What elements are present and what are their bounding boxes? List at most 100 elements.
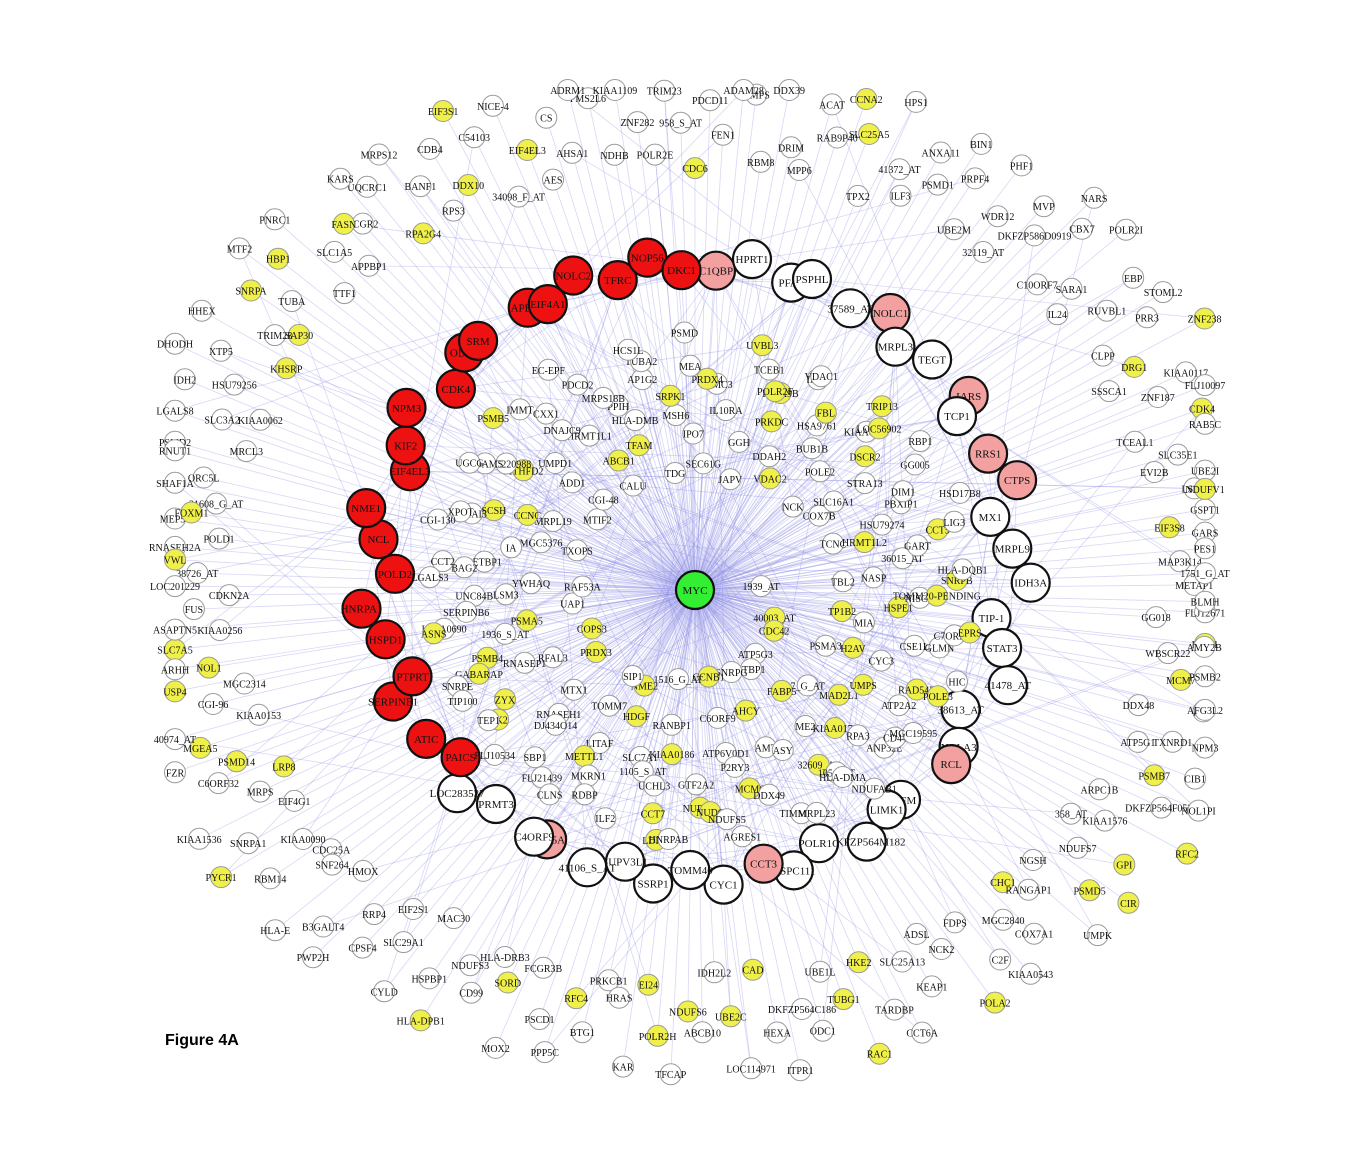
gene-node: DIM1 [891,480,915,503]
gene-node: NPM3 [1192,736,1218,759]
gene-node-label: GGH [728,438,750,449]
gene-node-label: CDK4 [442,384,471,396]
gene-node: RUVBL1 [1087,299,1126,322]
gene-node-circle [249,780,272,803]
gene-node-label: ANP32E [866,744,902,755]
gene-node-circle [903,634,926,657]
gene-node: MGC5376 [520,531,562,554]
network-edge [429,148,696,591]
gene-node: SAP30 [285,323,313,346]
gene-node-circle [830,288,871,329]
network-edge [591,270,717,629]
gene-node: FABP5 [767,679,796,702]
gene-node-label: ZYX [495,695,516,706]
gene-node: TUBA [278,290,306,313]
network-edge [694,456,770,591]
gene-node: CDC42 [759,619,789,642]
network-edge [694,589,750,789]
network-edge [473,137,696,591]
gene-node: IPO7 [682,422,705,445]
gene-node: FASN [331,212,356,235]
gene-node: EI24 [637,973,660,996]
gene-node: C2F [989,948,1012,971]
network-edge [694,589,1004,921]
gene-node: C10ORF7 [1017,273,1058,296]
network-edge [460,694,839,758]
gene-node-label: CS [540,114,552,125]
gene-node-label: COX7B [803,512,836,523]
network-edge [694,589,795,871]
gene-node-label: KHSRP [270,364,303,375]
gene-node-label: METAP1 [1175,581,1213,592]
gene-node-circle [664,462,686,484]
gene-node: C6ORF32 [198,772,239,795]
gene-node-circle [493,946,516,968]
gene-node-label: DDX10 [452,181,484,192]
gene-node-circle [1123,430,1146,453]
gene-node-circle [906,534,929,557]
network-edge [283,589,696,767]
gene-node-label: STOML2 [1144,288,1183,299]
gene-node-circle [1010,562,1051,603]
gene-node-label: TEGT [918,355,946,367]
gene-node-label: POLD1 [203,535,234,546]
gene-node-circle [810,365,833,388]
gene-node-circle [1060,277,1083,300]
gene-node-circle [831,600,853,623]
gene-node-label: TIMM17B [779,809,823,820]
gene-node: MGC2840 [982,908,1024,931]
gene-node-label: SERPINE1 [368,697,418,709]
gene-node-circle [449,500,472,523]
gene-node-circle [703,864,744,905]
network-edge [694,372,1186,591]
gene-node: RAC1 [867,1042,892,1065]
gene-node-label: PSPHL [795,274,828,286]
gene-node-circle [409,1009,432,1032]
gene-node-label: SNRPE [442,682,473,693]
gene-node-circle [1156,642,1179,665]
gene-node-label: EVI2B [1140,468,1169,479]
gene-node-label: FLJ21439 [522,773,563,784]
gene-node: FOXM1 [174,501,208,524]
network-edge [694,448,813,591]
gene-node-label: ADAMS [467,459,503,470]
gene-node-circle [475,783,517,825]
gene-node: ATP2A2 [881,694,916,717]
gene-node-circle [646,1024,669,1047]
gene-node-circle [386,387,427,428]
gene-node-label: ABCB1 [602,457,634,468]
gene-node-label: LSM3 [493,590,519,601]
gene-node-label: MEA [679,362,702,373]
gene-node-label: CCNB1 [692,673,724,684]
network-edge [602,397,696,591]
gene-node: CDB4 [417,137,443,160]
gene-node-label: ASAPTN5 [153,626,197,637]
gene-node-label: CTPS [1004,475,1030,487]
network-edge [469,462,696,591]
gene-node: MTF2 [227,237,252,260]
gene-node-circle [887,694,910,717]
gene-node: MAC30 [437,907,470,930]
gene-node-label: ASNS [421,629,447,640]
gene-node: SLC3A2 [204,408,240,431]
gene-node-circle [868,417,890,440]
network-edge [632,485,696,591]
gene-node: DRG1 [1121,355,1147,378]
network-edge [200,589,696,749]
gene-node: NCK [781,495,804,518]
gene-node: ACAT [819,93,845,116]
gene-node-circle [566,373,589,396]
gene-node-label: LGALS3 [411,573,448,584]
network-edge [587,98,696,591]
gene-node-circle [1088,778,1111,801]
gene-node: KIAA0179 [813,717,858,739]
gene-node: PSMB4 [471,646,503,669]
gene-node-circle [481,94,504,117]
gene-node-circle [468,662,490,685]
gene-node-circle [870,649,893,672]
network-edge [331,589,696,865]
gene-node-label: SLC7A1 [622,753,658,764]
network-edge [694,589,914,734]
gene-node-circle [929,141,952,164]
gene-node: AES [542,168,564,191]
